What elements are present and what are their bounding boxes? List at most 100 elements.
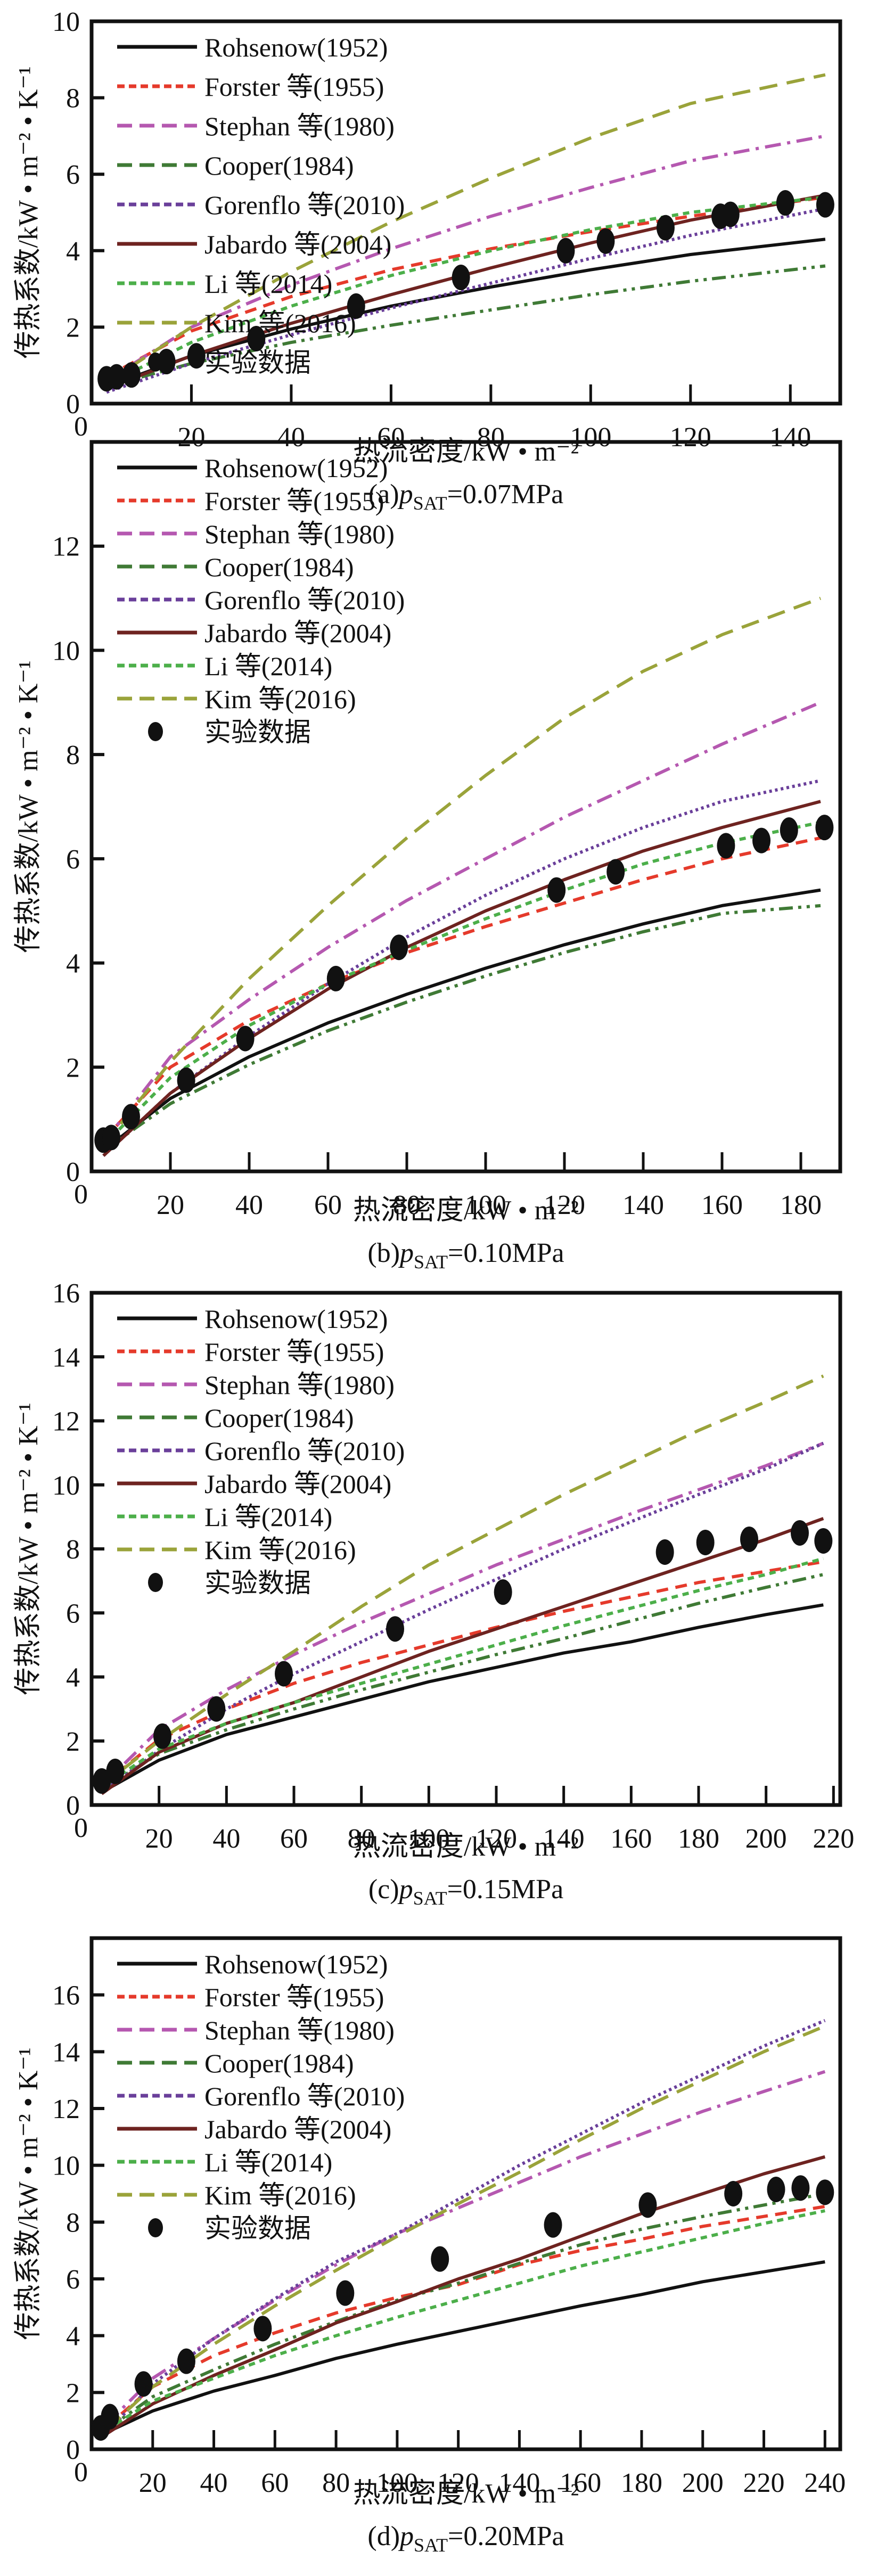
y-tick-label: 8 [66, 84, 80, 114]
x-axis-label: 热流密度/kW • m⁻² [353, 1195, 579, 1226]
y-tick-label: 12 [52, 2094, 80, 2124]
x-tick-label: 180 [780, 1190, 822, 1220]
series-line-cooper-1984- [102, 904, 821, 1152]
caption-value: =0.15MPa [447, 1874, 564, 1905]
x-tick-label: 240 [804, 2468, 846, 2498]
series-line-stephan-1980- [105, 134, 826, 382]
x-tick-label: 20 [145, 1824, 173, 1854]
series-line-forster-1955- [105, 195, 826, 379]
y-tick-label: 16 [52, 1278, 80, 1309]
experimental-point [122, 362, 141, 388]
experimental-point [177, 2348, 195, 2374]
x-tick-label: 20 [157, 1190, 184, 1220]
x-tick-label: 40 [212, 1824, 240, 1854]
x-tick-label: 140 [543, 1824, 585, 1854]
experimental-point [207, 1696, 226, 1722]
series-line-li-2014- [102, 821, 821, 1147]
y-tick-label: 10 [52, 2151, 80, 2181]
experimental-point [236, 1026, 255, 1052]
x-tick-label: 0 [74, 1179, 88, 1210]
experimental-point [134, 2371, 153, 2397]
experimental-point [107, 364, 126, 390]
x-tick-label: 220 [813, 1824, 854, 1854]
x-tick-label: 20 [177, 422, 205, 453]
legend-label: 实验数据 [204, 2213, 311, 2243]
x-tick-label: 180 [678, 1824, 719, 1854]
y-axis-label: 传热系数/kW • m⁻² • K⁻¹ [13, 1402, 44, 1695]
x-tick-label: 0 [74, 2457, 88, 2488]
y-tick-label: 6 [66, 1598, 80, 1629]
y-axis-label: 传热系数/kW • m⁻² • K⁻¹ [13, 660, 44, 953]
legend-label: Cooper(1984) [204, 1403, 354, 1433]
y-tick-label: 2 [66, 1727, 80, 1757]
series-line-cooper-1984- [101, 1573, 824, 1791]
x-tick-label: 140 [498, 2468, 540, 2498]
experimental-point [547, 877, 566, 903]
experimental-point [780, 817, 798, 843]
legend-label: Cooper(1984) [204, 2048, 354, 2078]
x-tick-label: 40 [277, 422, 305, 453]
legend-label: Forster 等(1955) [204, 72, 384, 102]
caption-p: p [397, 479, 413, 510]
caption-sub: SAT [413, 493, 447, 514]
caption-p: p [397, 1874, 413, 1905]
series-line-rohsenow-1952- [106, 2260, 825, 2434]
y-tick-label: 4 [66, 2321, 80, 2352]
y-axis-label: 传热系数/kW • m⁻² • K⁻¹ [13, 66, 44, 358]
y-tick-label: 4 [66, 236, 80, 267]
experimental-point [717, 833, 735, 859]
x-tick-label: 100 [376, 2468, 418, 2498]
experimental-point [386, 1616, 404, 1642]
y-tick-label: 0 [66, 1157, 80, 1187]
legend-label: Jabardo 等(2004) [204, 229, 391, 259]
experimental-point [326, 965, 345, 991]
panel-caption: (d)pSAT=0.20MPa [367, 2521, 564, 2556]
legend-label: Gorenflo 等(2010) [204, 585, 405, 615]
legend-label: 实验数据 [204, 717, 311, 747]
legend-marker-icon [148, 722, 163, 741]
legend-label: Kim 等(2016) [204, 1535, 356, 1565]
x-tick-label: 40 [200, 2468, 228, 2498]
experimental-point [791, 1520, 809, 1546]
y-tick-label: 6 [66, 844, 80, 875]
x-tick-label: 0 [74, 1813, 88, 1843]
experimental-point [816, 2179, 834, 2205]
x-tick-label: 100 [465, 1190, 506, 1220]
y-tick-label: 4 [66, 1663, 80, 1693]
plot-frame [89, 19, 842, 406]
experimental-point [253, 2316, 272, 2342]
panel-caption: (a)pSAT=0.07MPa [368, 479, 563, 514]
experimental-point [656, 215, 675, 241]
legend-label: Jabardo 等(2004) [204, 1469, 391, 1499]
legend-label: Rohsenow(1952) [204, 1949, 388, 1979]
legend-label: Rohsenow(1952) [204, 32, 388, 62]
x-axis-label: 热流密度/kW • m⁻² [353, 2479, 579, 2509]
y-tick-label: 6 [66, 2265, 80, 2295]
x-tick-label: 100 [570, 422, 611, 453]
caption-value: =0.07MPa [447, 479, 564, 510]
x-tick-label: 160 [701, 1190, 743, 1220]
y-tick-label: 14 [52, 2037, 80, 2068]
series-line-jabardo-2004- [102, 800, 821, 1157]
x-tick-label: 60 [377, 422, 405, 453]
x-tick-label: 120 [670, 422, 711, 453]
x-tick-label: 80 [322, 2468, 350, 2498]
x-tick-label: 200 [745, 1824, 787, 1854]
experimental-point [655, 1539, 674, 1565]
series-line-li-2014- [106, 2209, 825, 2431]
experimental-point [724, 2181, 743, 2206]
series-line-kim-2016- [105, 73, 826, 384]
legend-label: 实验数据 [204, 348, 311, 378]
experimental-point [122, 1104, 140, 1130]
series-line-gorenflo-2010- [105, 2019, 826, 2434]
experimental-point [544, 2212, 562, 2238]
x-tick-label: 200 [682, 2468, 724, 2498]
series-line-li-2014- [105, 195, 826, 386]
y-tick-label: 10 [52, 1471, 80, 1501]
x-tick-label: 120 [438, 2468, 479, 2498]
legend-label: Li 等(2014) [204, 651, 332, 681]
caption-prefix: (a) [368, 479, 399, 510]
series-line-kim-2016- [105, 2024, 826, 2431]
